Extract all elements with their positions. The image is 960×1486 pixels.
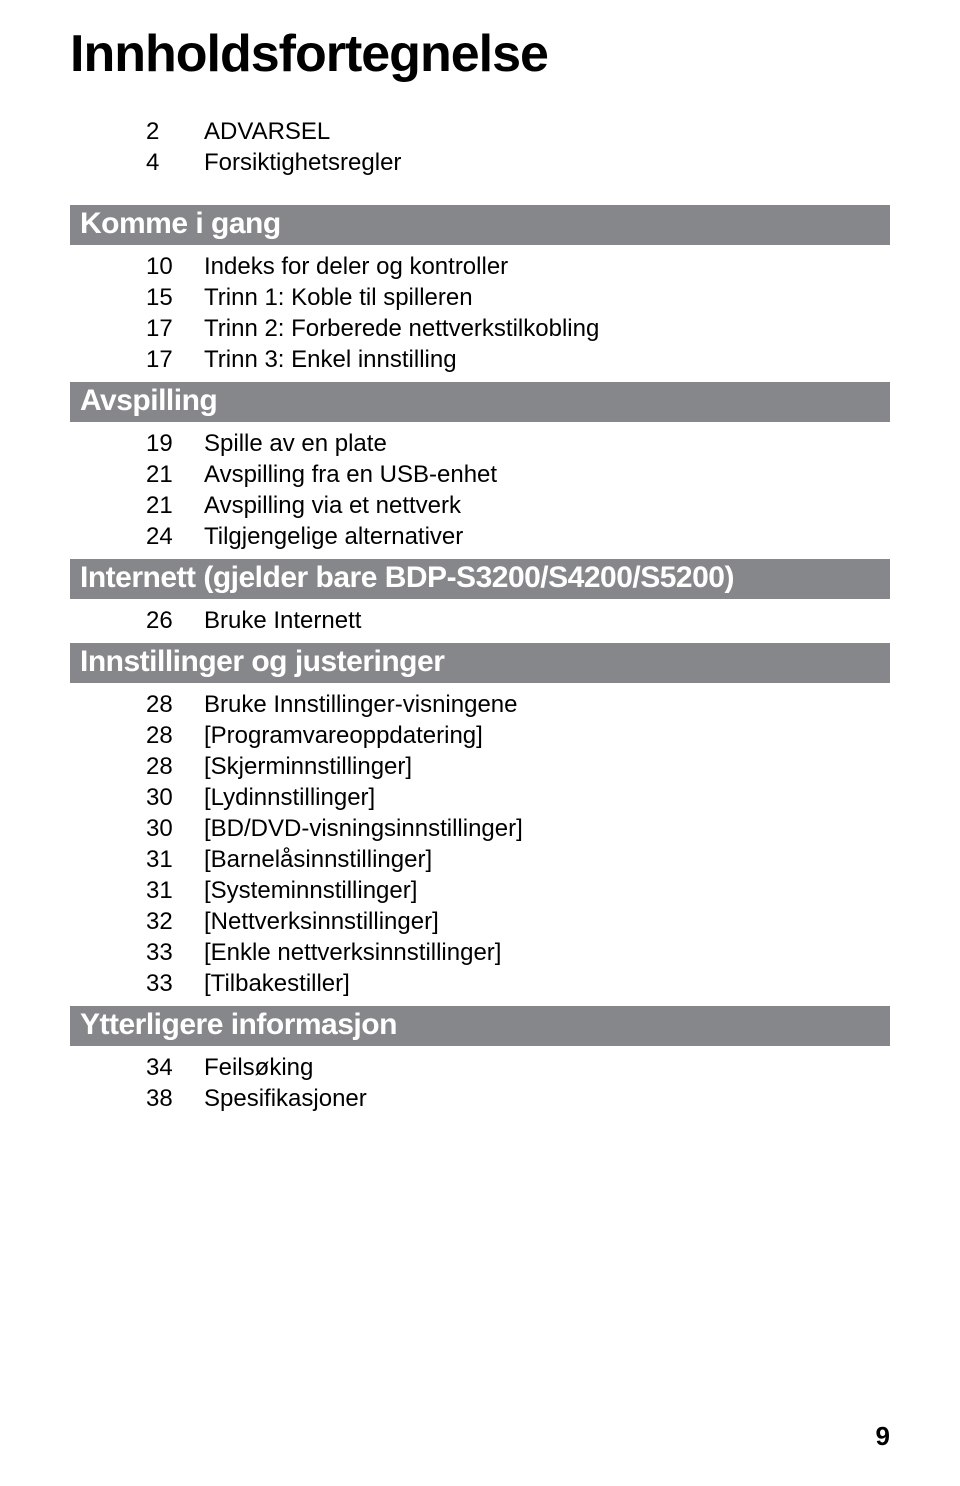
toc-entry: 4 Forsiktighetsregler bbox=[146, 149, 890, 177]
toc-label: [Barnelåsinnstillinger] bbox=[204, 846, 432, 874]
toc-label: ADVARSEL bbox=[204, 118, 330, 146]
toc-label: [Nettverksinnstillinger] bbox=[204, 908, 439, 936]
toc-entry: 31[Systeminnstillinger] bbox=[146, 877, 890, 905]
toc-label: Trinn 2: Forberede nettverkstilkobling bbox=[204, 315, 599, 343]
toc-entry: 33[Tilbakestiller] bbox=[146, 970, 890, 998]
toc-page: 15 bbox=[146, 284, 204, 312]
toc-page: 24 bbox=[146, 523, 204, 551]
toc-page: 30 bbox=[146, 815, 204, 843]
toc-entry: 17Trinn 2: Forberede nettverkstilkobling bbox=[146, 315, 890, 343]
section-heading: Avspilling bbox=[70, 382, 890, 424]
toc-page: 38 bbox=[146, 1085, 204, 1113]
toc-page: 31 bbox=[146, 846, 204, 874]
toc-label: Trinn 1: Koble til spilleren bbox=[204, 284, 473, 312]
toc-label: Bruke Innstillinger-visningene bbox=[204, 691, 518, 719]
toc-entry: 10Indeks for deler og kontroller bbox=[146, 253, 890, 281]
section-heading: Internett (gjelder bare BDP-S3200/S4200/… bbox=[70, 559, 890, 601]
toc-label: [BD/DVD-visningsinnstillinger] bbox=[204, 815, 523, 843]
toc-label: Feilsøking bbox=[204, 1054, 313, 1082]
toc-page: 33 bbox=[146, 970, 204, 998]
toc-label: Spesifikasjoner bbox=[204, 1085, 367, 1113]
toc-page: 21 bbox=[146, 461, 204, 489]
toc-page: 28 bbox=[146, 722, 204, 750]
section-items: 28Bruke Innstillinger-visningene 28[Prog… bbox=[146, 691, 890, 998]
toc-label: [Enkle nettverksinnstillinger] bbox=[204, 939, 501, 967]
toc-label: Bruke Internett bbox=[204, 607, 361, 635]
toc-entry: 38Spesifikasjoner bbox=[146, 1085, 890, 1113]
toc-page: 17 bbox=[146, 346, 204, 374]
toc-entry: 15Trinn 1: Koble til spilleren bbox=[146, 284, 890, 312]
toc-page: 31 bbox=[146, 877, 204, 905]
toc-page: 33 bbox=[146, 939, 204, 967]
toc-entry: 19Spille av en plate bbox=[146, 430, 890, 458]
toc-label: Tilgjengelige alternativer bbox=[204, 523, 463, 551]
toc-entry: 24Tilgjengelige alternativer bbox=[146, 523, 890, 551]
section-items: 10Indeks for deler og kontroller 15Trinn… bbox=[146, 253, 890, 374]
toc-page: 4 bbox=[146, 149, 204, 177]
toc-entry: 34Feilsøking bbox=[146, 1054, 890, 1082]
toc-entry: 2 ADVARSEL bbox=[146, 118, 890, 146]
toc-label: [Lydinnstillinger] bbox=[204, 784, 375, 812]
toc-page: 10 bbox=[146, 253, 204, 281]
toc-label: [Systeminnstillinger] bbox=[204, 877, 417, 905]
toc-entry: 17Trinn 3: Enkel innstilling bbox=[146, 346, 890, 374]
toc-entry: 31[Barnelåsinnstillinger] bbox=[146, 846, 890, 874]
toc-page: 30 bbox=[146, 784, 204, 812]
toc-page: 2 bbox=[146, 118, 204, 146]
toc-label: [Programvareoppdatering] bbox=[204, 722, 483, 750]
toc-label: Avspilling via et nettverk bbox=[204, 492, 461, 520]
intro-list: 2 ADVARSEL 4 Forsiktighetsregler bbox=[146, 118, 890, 177]
toc-page: 26 bbox=[146, 607, 204, 635]
page-number: 9 bbox=[876, 1421, 890, 1452]
toc-label: Avspilling fra en USB-enhet bbox=[204, 461, 497, 489]
toc-entry: 32[Nettverksinnstillinger] bbox=[146, 908, 890, 936]
toc-label: Forsiktighetsregler bbox=[204, 149, 401, 177]
toc-entry: 28Bruke Innstillinger-visningene bbox=[146, 691, 890, 719]
toc-label: Indeks for deler og kontroller bbox=[204, 253, 508, 281]
section-heading: Komme i gang bbox=[70, 205, 890, 247]
toc-entry: 26Bruke Internett bbox=[146, 607, 890, 635]
toc-page: 28 bbox=[146, 691, 204, 719]
toc-entry: 30[Lydinnstillinger] bbox=[146, 784, 890, 812]
toc-label: Spille av en plate bbox=[204, 430, 387, 458]
toc-page: 17 bbox=[146, 315, 204, 343]
toc-entry: 21Avspilling fra en USB-enhet bbox=[146, 461, 890, 489]
toc-entry: 30[BD/DVD-visningsinnstillinger] bbox=[146, 815, 890, 843]
toc-page: 19 bbox=[146, 430, 204, 458]
toc-entry: 21Avspilling via et nettverk bbox=[146, 492, 890, 520]
section-items: 19Spille av en plate 21Avspilling fra en… bbox=[146, 430, 890, 551]
toc-entry: 28[Programvareoppdatering] bbox=[146, 722, 890, 750]
section-items: 34Feilsøking 38Spesifikasjoner bbox=[146, 1054, 890, 1113]
toc-entry: 33[Enkle nettverksinnstillinger] bbox=[146, 939, 890, 967]
toc-page: 21 bbox=[146, 492, 204, 520]
toc-page: 32 bbox=[146, 908, 204, 936]
section-heading: Ytterligere informasjon bbox=[70, 1006, 890, 1048]
toc-label: [Skjerminnstillinger] bbox=[204, 753, 412, 781]
section-heading: Innstillinger og justeringer bbox=[70, 643, 890, 685]
toc-page: 34 bbox=[146, 1054, 204, 1082]
toc-entry: 28[Skjerminnstillinger] bbox=[146, 753, 890, 781]
section-items: 26Bruke Internett bbox=[146, 607, 890, 635]
page-title: Innholdsfortegnelse bbox=[70, 0, 890, 84]
toc-label: [Tilbakestiller] bbox=[204, 970, 350, 998]
toc-page: 28 bbox=[146, 753, 204, 781]
toc-label: Trinn 3: Enkel innstilling bbox=[204, 346, 457, 374]
